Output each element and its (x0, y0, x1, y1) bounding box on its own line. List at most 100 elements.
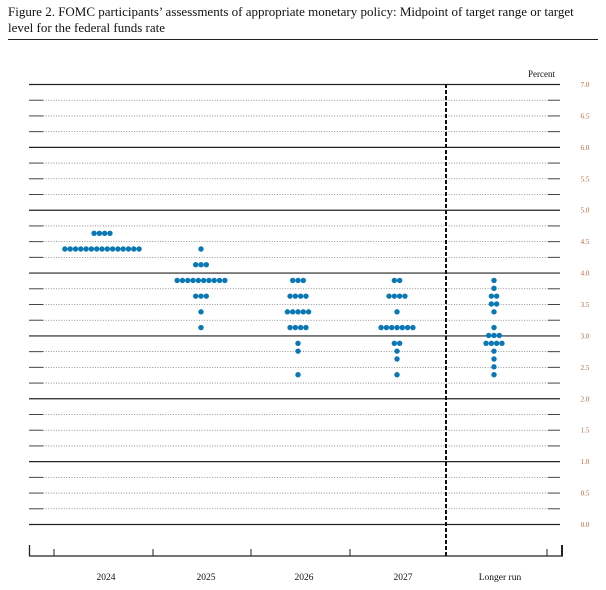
dot-2026 (292, 293, 299, 299)
dot-longer-run (493, 340, 500, 346)
dot-2027 (410, 324, 416, 331)
dot-2024 (62, 246, 68, 252)
y-tick-label: 7.0 (581, 81, 590, 89)
title-rule (8, 39, 598, 40)
dot-longer-run (488, 293, 495, 299)
dots (62, 230, 505, 378)
dot-2027 (399, 324, 405, 331)
dot-2026 (290, 309, 296, 315)
dot-longer-run (491, 277, 497, 284)
dot-2025 (206, 277, 212, 284)
dot-2024 (72, 246, 79, 252)
dot-longer-run (491, 364, 497, 370)
dot-2026 (300, 309, 306, 315)
dot-2025 (203, 293, 209, 299)
dot-longer-run (491, 332, 497, 339)
dot-2025 (198, 309, 204, 315)
dot-2027 (386, 293, 392, 299)
dot-longer-run (483, 340, 489, 346)
y-tick-label: 5.5 (581, 175, 590, 183)
dot-2025 (198, 262, 204, 268)
dot-2027 (394, 372, 400, 378)
y-tick-label: 2.5 (581, 364, 590, 372)
dot-2027 (391, 277, 398, 284)
dot-2026 (295, 348, 301, 354)
dot-longer-run (491, 372, 497, 378)
dot-2027 (396, 340, 403, 346)
dot-2027 (389, 324, 395, 331)
dot-longer-run (491, 285, 497, 291)
dot-longer-run (488, 340, 495, 346)
dot-2025 (179, 277, 186, 284)
dot-2027 (404, 324, 411, 331)
dot-2024 (125, 246, 132, 252)
y-axis-unit: Percent (528, 69, 555, 79)
dot-2027 (391, 293, 398, 299)
dot-2024 (94, 246, 100, 252)
y-tick-label: 0.0 (581, 521, 590, 529)
gridlines (29, 83, 560, 526)
dot-2025 (185, 277, 191, 284)
y-tick-label: 1.0 (581, 458, 590, 466)
dot-2025 (190, 277, 196, 284)
dot-2026 (295, 309, 301, 315)
dot-2026 (295, 340, 301, 346)
figure-title: Figure 2. FOMC participants’ assessments… (8, 4, 574, 35)
dot-2024 (131, 246, 137, 252)
y-tick-label: 3.0 (581, 332, 590, 340)
y-tick-label: 2.0 (581, 395, 590, 403)
dot-2025 (174, 277, 180, 284)
dot-2026 (300, 277, 306, 284)
y-tick-label: 3.5 (581, 301, 590, 309)
y-tick-label: 6.0 (581, 144, 590, 152)
y-tick-label: 5.0 (581, 207, 590, 215)
dot-2026 (303, 324, 309, 331)
x-axis: 2024 2025 2026 2027 Longer run (28, 84, 563, 583)
dot-longer-run (491, 309, 497, 315)
dot-longer-run (491, 356, 497, 362)
dot-2026 (297, 293, 304, 299)
dot-2025 (198, 293, 204, 299)
dot-longer-run (491, 324, 497, 331)
x-tick-label: 2027 (394, 573, 413, 583)
dot-2026 (284, 309, 291, 315)
dot-longer-run (488, 301, 495, 307)
dot-2024 (104, 246, 111, 252)
dot-2024 (91, 230, 97, 236)
dot-2026 (295, 277, 301, 284)
dot-2024 (83, 246, 89, 252)
dot-longer-run (496, 332, 502, 339)
dot-2025 (195, 277, 202, 284)
dot-longer-run (493, 301, 500, 307)
y-tick-label: 6.5 (581, 112, 590, 120)
dot-longer-run (486, 332, 492, 339)
dot-2027 (394, 348, 400, 354)
dot-2027 (383, 324, 390, 331)
dot-longer-run (499, 340, 505, 346)
dot-2026 (290, 277, 296, 284)
y-tick-labels: 0.0 0.5 1.0 1.5 2.0 2.5 3.0 3.5 4.0 4.5 5.0 5.5 6.0 6… (581, 81, 590, 529)
dot-2026 (297, 324, 304, 331)
dot-2027 (396, 277, 403, 284)
dot-2026 (303, 293, 309, 299)
y-tick-label: 4.0 (581, 270, 590, 278)
dot-2025 (198, 324, 204, 331)
x-tick-label: 2024 (97, 573, 116, 583)
dot-2027 (394, 324, 400, 331)
dot-2024 (88, 246, 95, 252)
dot-2024 (120, 246, 126, 252)
dot-2025 (200, 277, 207, 284)
dot-2024 (136, 246, 142, 252)
dot-2024 (78, 246, 84, 252)
dot-2025 (211, 277, 217, 284)
dot-2024 (107, 230, 113, 236)
dot-2027 (378, 324, 384, 331)
dot-2025 (193, 293, 199, 299)
dot-2026 (287, 324, 293, 331)
x-tick-label: 2026 (295, 573, 314, 583)
dot-2024 (67, 246, 73, 252)
dot-2027 (396, 293, 403, 299)
dot-longer-run (493, 293, 500, 299)
dot-2025 (216, 277, 223, 284)
